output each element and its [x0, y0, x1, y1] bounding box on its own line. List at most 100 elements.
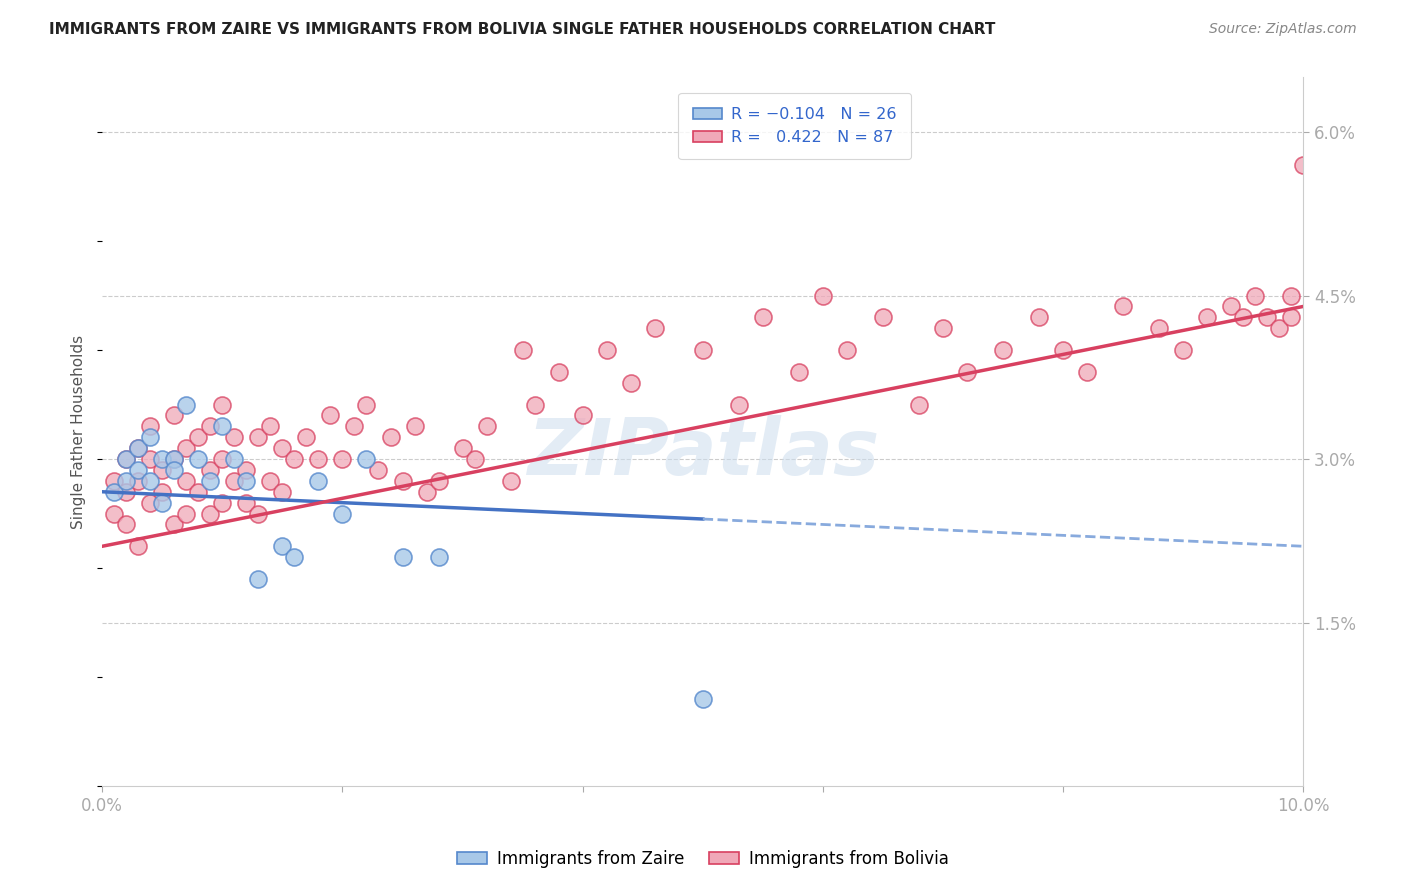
- Point: [176, 398, 198, 412]
- Point: [991, 343, 1014, 357]
- Point: [139, 419, 162, 434]
- Point: [547, 365, 569, 379]
- Point: [1281, 288, 1303, 302]
- Point: [499, 474, 522, 488]
- Point: [728, 398, 751, 412]
- Point: [367, 463, 389, 477]
- Point: [187, 484, 209, 499]
- Point: [1292, 158, 1315, 172]
- Point: [1076, 365, 1098, 379]
- Point: [259, 474, 281, 488]
- Point: [307, 452, 329, 467]
- Point: [139, 474, 162, 488]
- Point: [620, 376, 643, 390]
- Point: [1112, 300, 1135, 314]
- Point: [211, 452, 233, 467]
- Point: [319, 409, 342, 423]
- Point: [150, 452, 173, 467]
- Point: [115, 517, 138, 532]
- Point: [332, 507, 354, 521]
- Point: [235, 496, 257, 510]
- Point: [404, 419, 426, 434]
- Point: [1256, 310, 1278, 325]
- Point: [103, 474, 125, 488]
- Point: [295, 430, 318, 444]
- Point: [956, 365, 979, 379]
- Point: [787, 365, 810, 379]
- Point: [1028, 310, 1050, 325]
- Point: [811, 288, 834, 302]
- Point: [259, 419, 281, 434]
- Point: [127, 441, 149, 455]
- Point: [200, 419, 222, 434]
- Point: [835, 343, 858, 357]
- Point: [692, 343, 714, 357]
- Point: [115, 484, 138, 499]
- Point: [163, 452, 186, 467]
- Point: [523, 398, 546, 412]
- Point: [512, 343, 534, 357]
- Point: [1052, 343, 1074, 357]
- Point: [247, 430, 270, 444]
- Point: [271, 484, 294, 499]
- Point: [139, 496, 162, 510]
- Point: [1244, 288, 1267, 302]
- Point: [176, 474, 198, 488]
- Point: [1149, 321, 1171, 335]
- Point: [1268, 321, 1291, 335]
- Point: [103, 484, 125, 499]
- Point: [752, 310, 775, 325]
- Point: [211, 496, 233, 510]
- Text: IMMIGRANTS FROM ZAIRE VS IMMIGRANTS FROM BOLIVIA SINGLE FATHER HOUSEHOLDS CORREL: IMMIGRANTS FROM ZAIRE VS IMMIGRANTS FROM…: [49, 22, 995, 37]
- Point: [139, 430, 162, 444]
- Point: [163, 452, 186, 467]
- Point: [163, 463, 186, 477]
- Point: [271, 539, 294, 553]
- Point: [908, 398, 931, 412]
- Point: [224, 452, 246, 467]
- Point: [127, 474, 149, 488]
- Point: [343, 419, 366, 434]
- Point: [247, 507, 270, 521]
- Point: [932, 321, 955, 335]
- Point: [235, 463, 257, 477]
- Point: [692, 692, 714, 706]
- Point: [332, 452, 354, 467]
- Legend: R = −0.104   N = 26, R =   0.422   N = 87: R = −0.104 N = 26, R = 0.422 N = 87: [679, 93, 911, 160]
- Point: [415, 484, 437, 499]
- Text: Source: ZipAtlas.com: Source: ZipAtlas.com: [1209, 22, 1357, 37]
- Point: [150, 463, 173, 477]
- Point: [211, 398, 233, 412]
- Point: [1220, 300, 1243, 314]
- Point: [644, 321, 666, 335]
- Point: [872, 310, 894, 325]
- Point: [115, 474, 138, 488]
- Point: [380, 430, 402, 444]
- Point: [115, 452, 138, 467]
- Point: [187, 430, 209, 444]
- Point: [200, 463, 222, 477]
- Point: [391, 474, 413, 488]
- Point: [1197, 310, 1219, 325]
- Point: [150, 484, 173, 499]
- Point: [150, 496, 173, 510]
- Point: [1232, 310, 1254, 325]
- Point: [176, 507, 198, 521]
- Point: [127, 539, 149, 553]
- Point: [464, 452, 486, 467]
- Point: [200, 507, 222, 521]
- Point: [200, 474, 222, 488]
- Point: [127, 441, 149, 455]
- Point: [356, 398, 378, 412]
- Point: [1173, 343, 1195, 357]
- Point: [115, 452, 138, 467]
- Point: [127, 463, 149, 477]
- Point: [475, 419, 498, 434]
- Point: [356, 452, 378, 467]
- Point: [163, 517, 186, 532]
- Y-axis label: Single Father Households: Single Father Households: [72, 334, 86, 529]
- Point: [596, 343, 619, 357]
- Point: [391, 550, 413, 565]
- Point: [1281, 310, 1303, 325]
- Point: [187, 452, 209, 467]
